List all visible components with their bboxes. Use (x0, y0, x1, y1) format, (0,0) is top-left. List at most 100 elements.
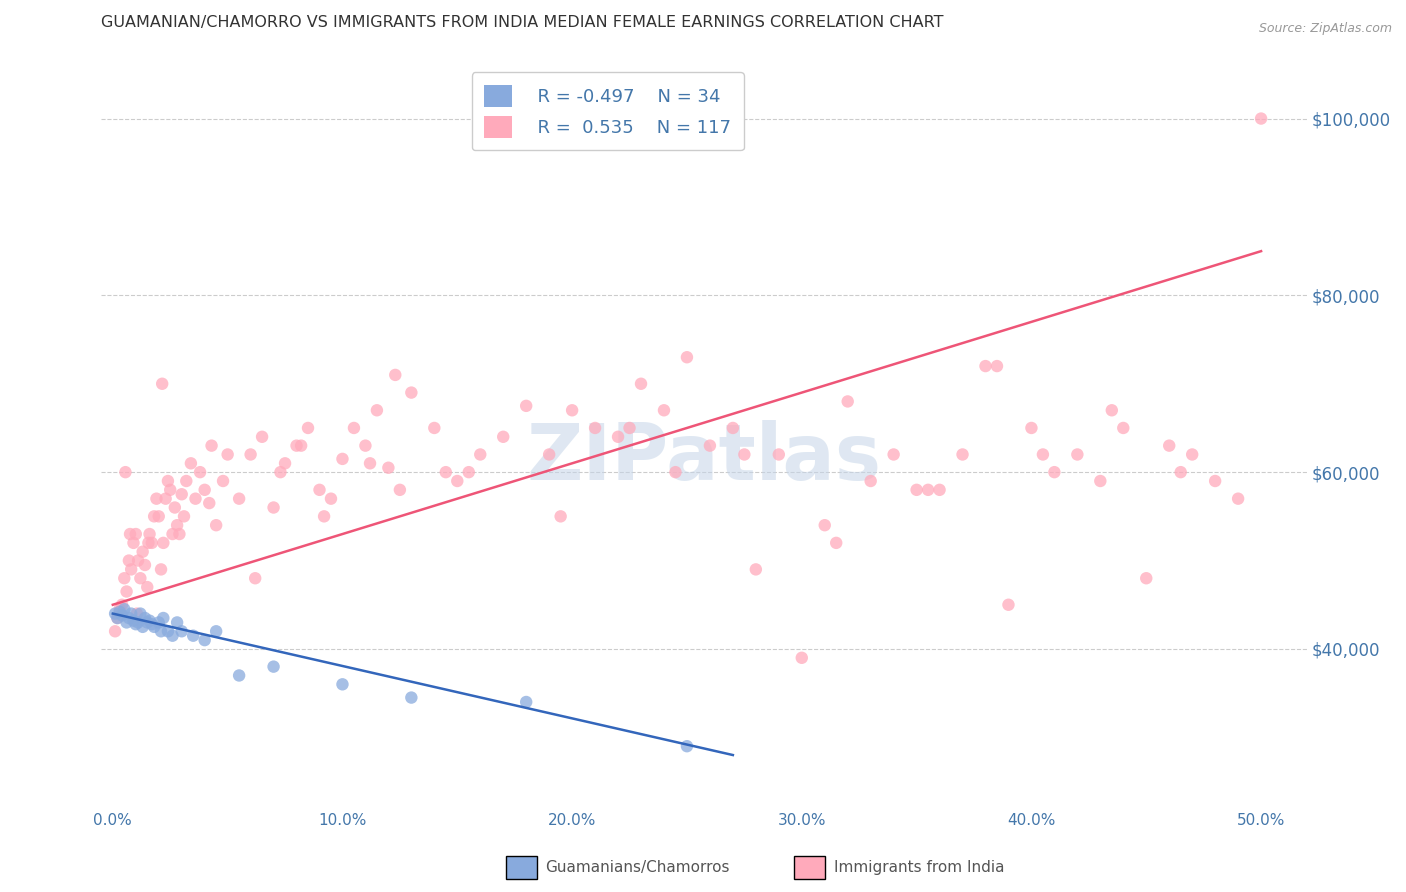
Point (664, 465, 686, 479)
Point (205, 518, 228, 533)
Point (104, 607, 127, 621)
Point (837, 394, 859, 409)
Point (388, 483, 411, 497)
Point (176, 474, 198, 488)
Point (401, 385, 423, 400)
Point (143, 509, 166, 524)
Point (825, 536, 848, 550)
Point (188, 465, 211, 479)
Point (129, 607, 152, 621)
Point (184, 491, 207, 506)
Point (1032, 448, 1054, 462)
Point (883, 448, 905, 462)
Point (228, 491, 250, 506)
Point (170, 487, 193, 501)
Point (814, 518, 837, 533)
Point (131, 620, 153, 634)
Point (721, 421, 744, 435)
Point (434, 465, 457, 479)
Point (136, 615, 159, 630)
Point (228, 668, 250, 682)
Point (205, 624, 228, 639)
Point (583, 421, 606, 435)
Point (180, 456, 202, 470)
Point (285, 439, 308, 453)
Point (952, 448, 974, 462)
Text: ZIPatlas: ZIPatlas (527, 420, 882, 496)
Point (115, 584, 138, 599)
Point (1181, 448, 1204, 462)
Point (120, 607, 142, 621)
Point (112, 602, 135, 616)
Point (212, 474, 235, 488)
Point (354, 439, 377, 453)
Point (115, 615, 138, 630)
Point (134, 611, 156, 625)
Point (1043, 465, 1066, 479)
Text: Immigrants from India: Immigrants from India (834, 861, 1004, 875)
Point (1090, 474, 1112, 488)
Point (332, 677, 354, 691)
Point (155, 491, 177, 506)
Point (1066, 448, 1088, 462)
Point (446, 474, 468, 488)
Point (166, 615, 188, 630)
Point (141, 536, 163, 550)
Point (194, 633, 217, 648)
Point (125, 607, 148, 621)
Point (108, 605, 131, 619)
Point (159, 483, 181, 497)
Point (152, 536, 174, 550)
Point (181, 629, 204, 643)
Point (111, 608, 134, 623)
Point (676, 350, 699, 364)
Point (166, 518, 188, 533)
Point (125, 527, 148, 541)
Point (997, 598, 1019, 612)
Point (111, 598, 134, 612)
Point (148, 509, 170, 524)
Text: Guamanians/Chamorros: Guamanians/Chamorros (546, 861, 730, 875)
Point (423, 421, 446, 435)
Point (319, 491, 342, 506)
Point (148, 615, 170, 630)
Point (125, 617, 148, 632)
Point (114, 465, 136, 479)
Point (107, 611, 129, 625)
Point (217, 448, 239, 462)
Point (173, 509, 195, 524)
Point (733, 448, 755, 462)
Point (790, 650, 813, 665)
Point (269, 465, 291, 479)
Point (122, 536, 145, 550)
Point (134, 558, 156, 572)
Text: Source: ZipAtlas.com: Source: ZipAtlas.com (1258, 22, 1392, 36)
Point (118, 553, 141, 567)
Point (120, 562, 142, 576)
Point (150, 376, 173, 391)
Point (122, 614, 145, 628)
Point (1170, 465, 1192, 479)
Point (859, 474, 882, 488)
Point (359, 456, 381, 470)
Point (163, 500, 186, 515)
Point (928, 483, 950, 497)
Point (308, 483, 330, 497)
Point (630, 376, 652, 391)
Point (538, 448, 561, 462)
Point (127, 615, 149, 630)
Point (152, 611, 174, 625)
Point (768, 448, 790, 462)
Point (145, 491, 167, 506)
Point (162, 629, 184, 643)
Point (156, 474, 179, 488)
Point (745, 562, 768, 576)
Point (138, 614, 160, 628)
Point (127, 553, 149, 567)
Point (619, 421, 641, 435)
Point (905, 483, 928, 497)
Point (699, 439, 721, 453)
Point (136, 580, 159, 594)
Point (108, 602, 131, 616)
Point (1204, 474, 1226, 488)
